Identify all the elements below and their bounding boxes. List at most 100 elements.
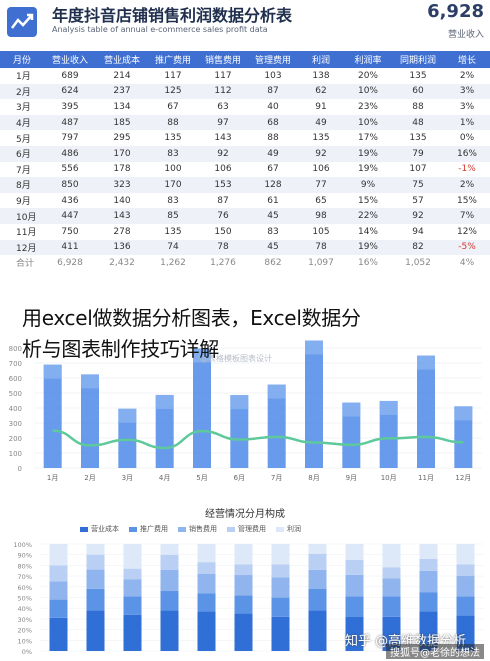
stacked-segment [382,567,401,579]
y-tick-label: 400 [9,405,22,413]
table-cell: 105 [312,226,330,237]
table-cell: 750 [61,226,79,237]
y-tick-label: 70% [18,573,32,581]
table-cell: 486 [44,145,96,162]
table-cell: 117 [214,70,232,81]
column-header: 月份 [0,51,44,68]
revenue-bar [155,394,174,468]
table-cell: 合计 [0,255,44,271]
table-cell: 92 [298,145,344,162]
table-cell: 3% [459,101,475,112]
table-cell: 88 [267,133,279,144]
revenue-bar-top [305,340,323,355]
stacked-segment [123,614,142,651]
column-header: 利润 [298,51,344,68]
x-tick-label: 4月 [159,474,170,482]
legend-label: 营业成本 [91,525,119,533]
chart-logo-icon [7,7,37,37]
stacked-segment [86,588,105,611]
revenue-bar-top [342,402,361,417]
table-row: 2月 624 237 125 112 87 62 10% 60 3% [0,83,490,100]
revenue-bar [230,395,249,468]
table-cell: 6月 [0,145,44,162]
stacked-segment [197,593,216,612]
stacked-segment [160,544,179,555]
table-cell: 689 [61,70,79,81]
revenue-bar-top [379,400,398,415]
table-cell: 14% [357,226,378,237]
table-cell: 487 [44,114,96,131]
profit-table: 月份 营业收入 营业成本 推广费用 销售费用 管理费用 利润 利润率 同期利润 增长 1月 689 2… [0,51,490,271]
table-cell: 178 [113,164,131,175]
table-cell: 117 [164,70,182,81]
stacked-segment [86,610,105,651]
stacked-segment [86,554,105,570]
legend-label: 利润 [287,525,301,533]
y-tick-label: 40% [18,605,32,613]
revenue-bar [305,340,323,468]
stacked-segment [123,544,142,569]
stacked-segment [382,544,401,568]
table-cell: 170 [148,177,198,193]
table-cell: 7月 [16,165,31,176]
table-cell: 10月 [0,208,44,224]
column-header: 管理费用 [248,51,298,68]
dashboard-header: 年度抖音店铺销售利润数据分析表 Analysis table of annual… [0,0,490,46]
monthly-revenue-svg: 0 100 200 300 400 500 600 700 800 1月 2月 3月 4月 5月 6月 7月 8… [9,340,482,482]
table-cell: 10% [344,114,392,131]
composition-legend: 营业成本 推广费用 销售费用 管理费用 利润 [70,524,301,534]
stacked-segment [456,544,475,565]
composition-svg: 0% 10% 20% 30% 40% 50% 60% 70% 80% 90% 100% [13,541,484,656]
table-cell: 9月 [16,197,31,208]
stacked-segment [308,610,327,651]
table-cell: 100 [164,164,182,175]
revenue-bar [342,402,361,468]
stacked-segment [123,596,142,615]
legend-swatch [227,526,235,532]
table-cell: 107 [409,164,427,175]
y-tick-label: 500 [9,390,22,398]
table-row: 1月 689 214 117 117 103 138 20% 135 2% [0,68,490,84]
table-cell: 88 [148,114,198,131]
x-tick-label: 10月 [381,474,397,482]
table-cell: 78 [298,239,344,256]
table-cell: 447 [44,208,96,224]
y-tick-label: 100% [13,541,32,549]
y-tick-label: 700 [9,360,22,368]
caption-line-2: 析与图表制作技巧详解 [22,337,219,361]
stacked-segment [456,596,475,616]
table-cell: 136 [96,239,148,256]
y-tick-label: 20% [18,627,32,635]
stacked-segment [308,544,327,554]
table-cell: 16% [444,145,490,162]
table-cell: 23% [357,101,378,112]
column-header: 销售费用 [198,51,248,68]
x-tick-label: 5月 [196,474,207,482]
table-cell: 125 [148,83,198,100]
table-cell: 15% [456,195,477,206]
table-cell: 8月 [0,177,44,193]
table-cell: 22% [344,208,392,224]
stacked-segment [419,570,438,593]
stacked-segment [197,611,216,651]
profit-line [52,429,464,450]
table-cell: 134 [113,101,131,112]
column-header: 营业收入 [44,51,96,68]
table-cell: 10% [344,83,392,100]
legend-swatch [276,526,284,532]
y-tick-label: 300 [9,420,22,428]
x-tick-label: 3月 [122,474,133,482]
table-cell: 862 [248,255,298,271]
column-header: 同期利润 [392,51,444,68]
stacked-segment [382,578,401,597]
stacked-segment [49,581,68,600]
table-cell: 67 [267,164,279,175]
stacked-segment [123,579,142,597]
table-cell: 78 [198,239,248,256]
table-cell: 5月 [16,134,31,145]
table-cell: 92 [198,145,248,162]
revenue-bar-top [230,395,249,410]
table-cell: 76 [198,208,248,224]
y-tick-label: 600 [9,375,22,383]
x-tick-label: 9月 [346,474,357,482]
